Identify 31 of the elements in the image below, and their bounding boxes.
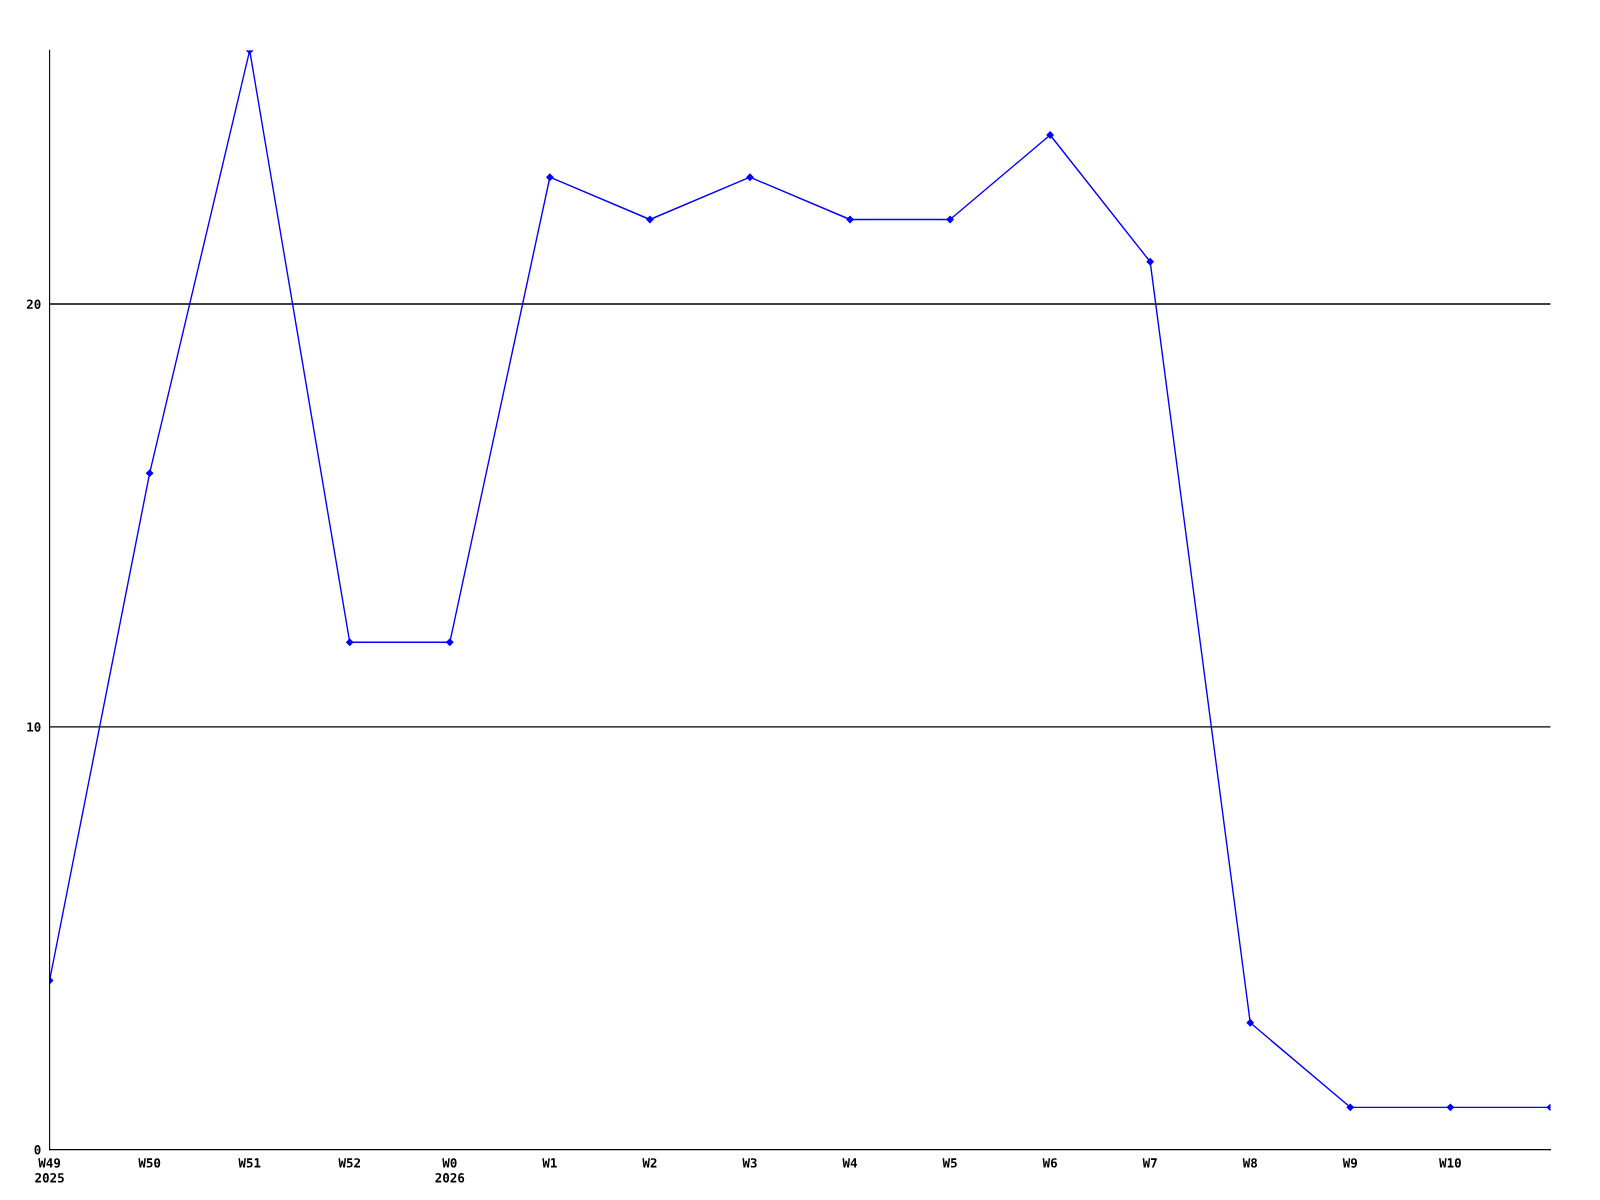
x-tick-label: W3 [742,1158,757,1168]
x-tick-label: W7 [1142,1158,1157,1168]
x-tick-label: W10 [1439,1158,1461,1168]
y-tick-label: 0 [34,1145,41,1155]
point [146,469,154,477]
x-tick-label: W4 [842,1158,857,1168]
point [1146,258,1154,266]
x-tick-label: W51 [238,1158,261,1168]
point [346,638,354,646]
point [946,215,954,224]
x-tick-label: W6 [1042,1158,1057,1168]
point [1346,1103,1354,1111]
point [846,215,854,224]
point [1446,1103,1454,1111]
point [1246,1019,1254,1027]
point [546,173,554,181]
point [646,215,654,224]
x-tick-label: W1 [542,1158,557,1168]
point [1046,131,1054,139]
x-tick-label: W9 [1342,1158,1358,1168]
x-tick-label: W50 [138,1158,161,1168]
x-tick-label: W2 [642,1158,657,1168]
x-tick-label: W8 [1242,1158,1257,1168]
y-tick-label: 10 [27,722,41,732]
x-tick-label: W5 [942,1158,957,1168]
point [446,638,454,646]
x-tick-label: W0 2026 [435,1158,465,1183]
x-tick-label: W49 2025 [35,1158,64,1183]
point [746,173,754,181]
x-tick-label: W52 [338,1158,361,1168]
y-tick-label: 20 [26,299,41,309]
